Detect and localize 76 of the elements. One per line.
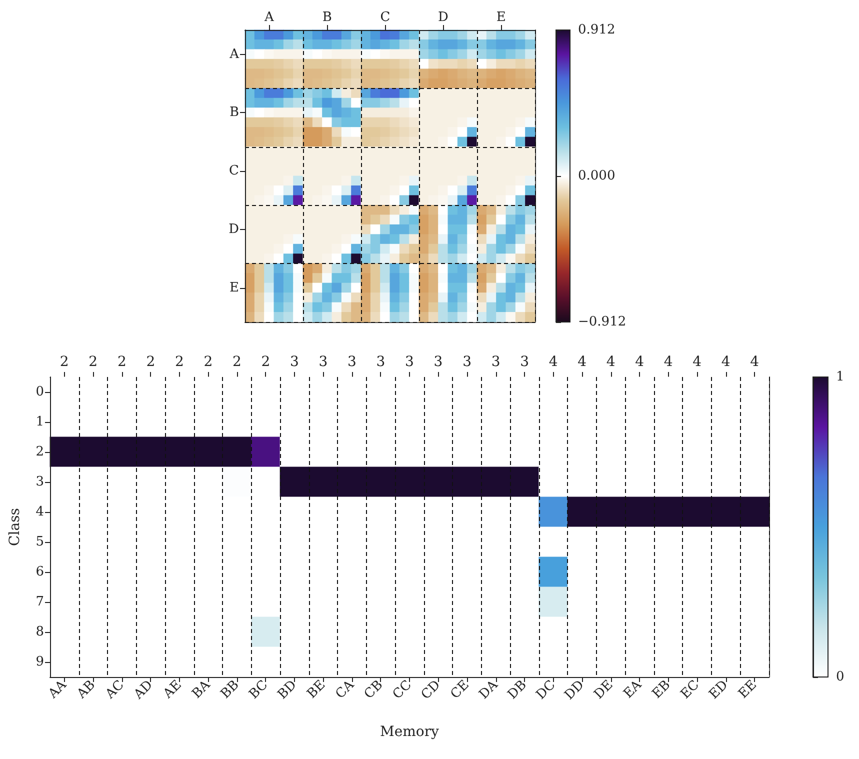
text: 4	[692, 354, 702, 370]
x-tick-label: CE	[448, 678, 472, 702]
x-tick-label: CD	[418, 678, 444, 703]
x-tick-label: AC	[102, 678, 128, 703]
x-tick-label: BD	[275, 678, 300, 702]
text: 2	[204, 354, 213, 370]
x-tick-label: DE	[591, 678, 616, 702]
y-axis-title: Class	[7, 508, 23, 546]
y-tick-label: C	[229, 164, 240, 179]
text: 3	[462, 354, 472, 370]
x-tick-label: C	[380, 10, 390, 25]
x-tick-label: EB	[650, 678, 674, 702]
x-tick-label: ED	[706, 678, 732, 702]
text: 3	[405, 354, 414, 370]
text: 4	[606, 354, 616, 370]
x-tick-label: DC	[534, 678, 559, 703]
y-tick-label: 4	[36, 504, 44, 520]
text: 3	[290, 354, 299, 370]
y-tick-label: 6	[36, 564, 44, 580]
text: 3	[348, 354, 356, 370]
y-tick-label: 5	[36, 534, 44, 550]
text: 3	[434, 354, 443, 370]
y-tick-label: 2	[36, 444, 44, 460]
color-bar-label: 0.912	[578, 22, 616, 38]
x-tick-label: BB	[218, 678, 242, 702]
text: 4	[750, 354, 760, 370]
color-bar-label: −0.912	[578, 314, 626, 330]
y-tick-label: 1	[36, 414, 44, 430]
y-tick-label: B	[229, 105, 239, 120]
x-tick-label: DA	[476, 677, 502, 702]
y-tick-label: A	[228, 46, 240, 62]
y-tick-label: 9	[36, 654, 44, 670]
x-tick-label: CB	[362, 678, 386, 702]
color-bar-label: 0.000	[578, 168, 616, 184]
x-tick-label: CA	[333, 677, 358, 702]
x-tick-label: DD	[562, 678, 588, 704]
x-axis-title: Memory	[380, 724, 440, 740]
x-tick-label: BC	[246, 678, 272, 702]
text: 4	[635, 354, 644, 370]
x-tick-label: AE	[160, 678, 185, 702]
text: 2	[146, 354, 156, 370]
y-tick-label: D	[228, 222, 239, 238]
x-tick-label: BA	[189, 677, 214, 702]
x-tick-label: AB	[74, 678, 98, 702]
text: 2	[88, 354, 98, 370]
x-tick-label: A	[263, 10, 274, 25]
text: 4	[578, 354, 587, 370]
text: 2	[174, 354, 184, 370]
text: 2	[117, 354, 126, 370]
x-tick-label: D	[438, 10, 448, 25]
color-bar-label: 0	[836, 670, 844, 684]
x-tick-label: B	[322, 10, 332, 25]
x-tick-label: EE	[736, 678, 760, 702]
text: 3	[376, 354, 386, 370]
x-tick-label: EA	[620, 677, 646, 702]
x-tick-label: DB	[505, 678, 530, 702]
text: 2	[261, 354, 270, 370]
y-tick-label: 8	[36, 624, 44, 640]
text: 3	[491, 354, 500, 370]
text: 4	[664, 354, 673, 370]
x-tick-label: AD	[130, 678, 156, 704]
y-tick-label: 7	[36, 594, 44, 610]
y-tick-label: E	[230, 280, 239, 296]
x-tick-label: EC	[678, 678, 702, 702]
x-tick-label: AA	[45, 677, 70, 702]
y-tick-label: 3	[36, 474, 44, 490]
y-tick-label: 0	[36, 384, 44, 400]
text: 4	[721, 354, 730, 370]
text: 3	[520, 354, 529, 370]
color-bar-label: 1	[836, 370, 844, 384]
x-tick-label: BE	[304, 678, 329, 702]
text: 4	[548, 354, 558, 370]
text: 3	[318, 354, 328, 370]
x-tick-label: E	[496, 10, 506, 25]
text: 2	[60, 354, 69, 370]
x-tick-label: CC	[390, 678, 415, 702]
